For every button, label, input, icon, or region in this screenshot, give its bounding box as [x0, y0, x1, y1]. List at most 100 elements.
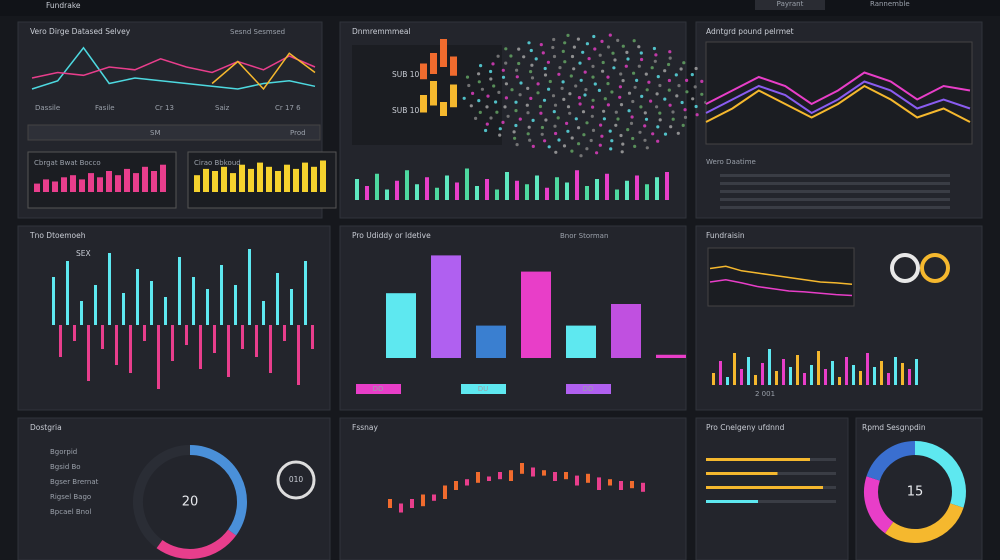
- line-series: [31, 55, 316, 79]
- hist-bar: [365, 186, 369, 200]
- map-dot: [591, 98, 595, 102]
- ohlc-candle: [531, 467, 535, 477]
- map-dot: [570, 136, 574, 140]
- mini-bar: [817, 351, 820, 385]
- ohlc-candle: [542, 470, 546, 476]
- bar: [476, 325, 506, 358]
- map-dot: [577, 96, 582, 100]
- map-dot: [512, 130, 516, 134]
- header-title: Fundrake: [46, 1, 81, 10]
- tab-label[interactable]: Prod: [290, 129, 306, 137]
- tab-label[interactable]: SM: [150, 129, 160, 137]
- map-dot: [579, 154, 583, 158]
- map-dot: [553, 124, 557, 128]
- map-dot: [496, 54, 500, 58]
- hist-bar: [575, 170, 579, 200]
- map-dot: [681, 123, 685, 127]
- mini-bar: [866, 353, 869, 385]
- candle-bar: [143, 325, 146, 341]
- map-dot: [635, 78, 639, 82]
- map-dot: [536, 82, 540, 86]
- map-dot: [531, 144, 535, 148]
- candle-bar: [157, 325, 160, 389]
- map-dot: [474, 116, 478, 120]
- map-dot: [592, 34, 596, 39]
- text-line: [720, 182, 950, 185]
- ohlc-candle: [509, 470, 513, 481]
- map-dot: [643, 111, 647, 115]
- card-bar: [160, 164, 166, 192]
- candle-bar: [185, 325, 188, 345]
- hist-bar: [445, 175, 449, 200]
- legend-key: [356, 384, 401, 394]
- map-dot: [579, 78, 583, 82]
- map-dot: [597, 88, 602, 92]
- mini-bar: [761, 363, 764, 385]
- panel-title: Pro Udiddy or Idetive: [352, 231, 431, 240]
- map-dot: [581, 50, 585, 54]
- map-dot: [494, 100, 498, 104]
- panel-badge: Sesnd Sesmsed: [230, 28, 285, 36]
- hist-bar: [655, 177, 659, 200]
- line-series: [705, 84, 971, 123]
- panel-badge: Bnor Storman: [560, 232, 608, 240]
- map-dot: [541, 51, 545, 55]
- line-series: [709, 265, 853, 286]
- hist-bar: [525, 184, 529, 200]
- map-dot: [658, 118, 662, 122]
- card-bar: [266, 166, 272, 192]
- map-dot: [601, 69, 605, 73]
- map-dot: [585, 42, 590, 46]
- map-dot: [501, 120, 505, 124]
- mini-bar: [852, 365, 855, 385]
- map-dot: [569, 74, 573, 78]
- map-dot: [690, 73, 694, 77]
- map-dot: [620, 150, 624, 154]
- map-dot: [578, 61, 582, 65]
- map-dot: [526, 132, 530, 136]
- map-dot: [547, 145, 551, 149]
- card-bar: [43, 179, 49, 192]
- map-dot: [542, 98, 547, 102]
- map-dot: [570, 149, 574, 153]
- card-bar: [203, 168, 209, 192]
- map-dot: [540, 125, 545, 130]
- mini-bar: [789, 367, 792, 385]
- ring-icon: [890, 253, 920, 283]
- map-dot: [498, 127, 502, 131]
- card-bar: [133, 173, 139, 192]
- candle-bar: [311, 325, 314, 349]
- donut-segment: [864, 476, 894, 534]
- mini-bar: [887, 373, 890, 385]
- header-button[interactable]: [755, 0, 825, 10]
- ohlc-candle: [443, 485, 447, 499]
- axis-label: Fasile: [95, 104, 115, 112]
- map-dot: [552, 54, 557, 59]
- map-dot: [632, 39, 636, 43]
- map-dot: [602, 109, 606, 113]
- map-dot: [469, 104, 473, 108]
- map-dot: [645, 88, 649, 92]
- candle-bar: [52, 277, 55, 325]
- summary-label: SUB 10: [392, 106, 420, 115]
- map-dot: [557, 72, 561, 76]
- map-dot: [667, 62, 671, 67]
- map-dot: [554, 131, 558, 136]
- line-series: [709, 279, 853, 297]
- map-dot: [492, 84, 496, 88]
- hist-bar: [595, 179, 599, 200]
- ohlc-candle: [608, 479, 612, 486]
- header-menu: Rannemble: [870, 0, 910, 8]
- map-dot: [566, 129, 570, 133]
- map-dot: [624, 64, 628, 68]
- card-bar: [293, 168, 299, 192]
- hist-bar: [545, 187, 549, 200]
- ohlc-candle: [520, 463, 524, 474]
- candle-bar: [276, 273, 279, 325]
- mini-bar: [719, 361, 722, 385]
- map-dot: [590, 114, 594, 118]
- ohlc-candle: [487, 476, 491, 481]
- legend-label: DU: [478, 385, 489, 393]
- hist-bar: [355, 179, 359, 200]
- map-dot: [506, 114, 510, 118]
